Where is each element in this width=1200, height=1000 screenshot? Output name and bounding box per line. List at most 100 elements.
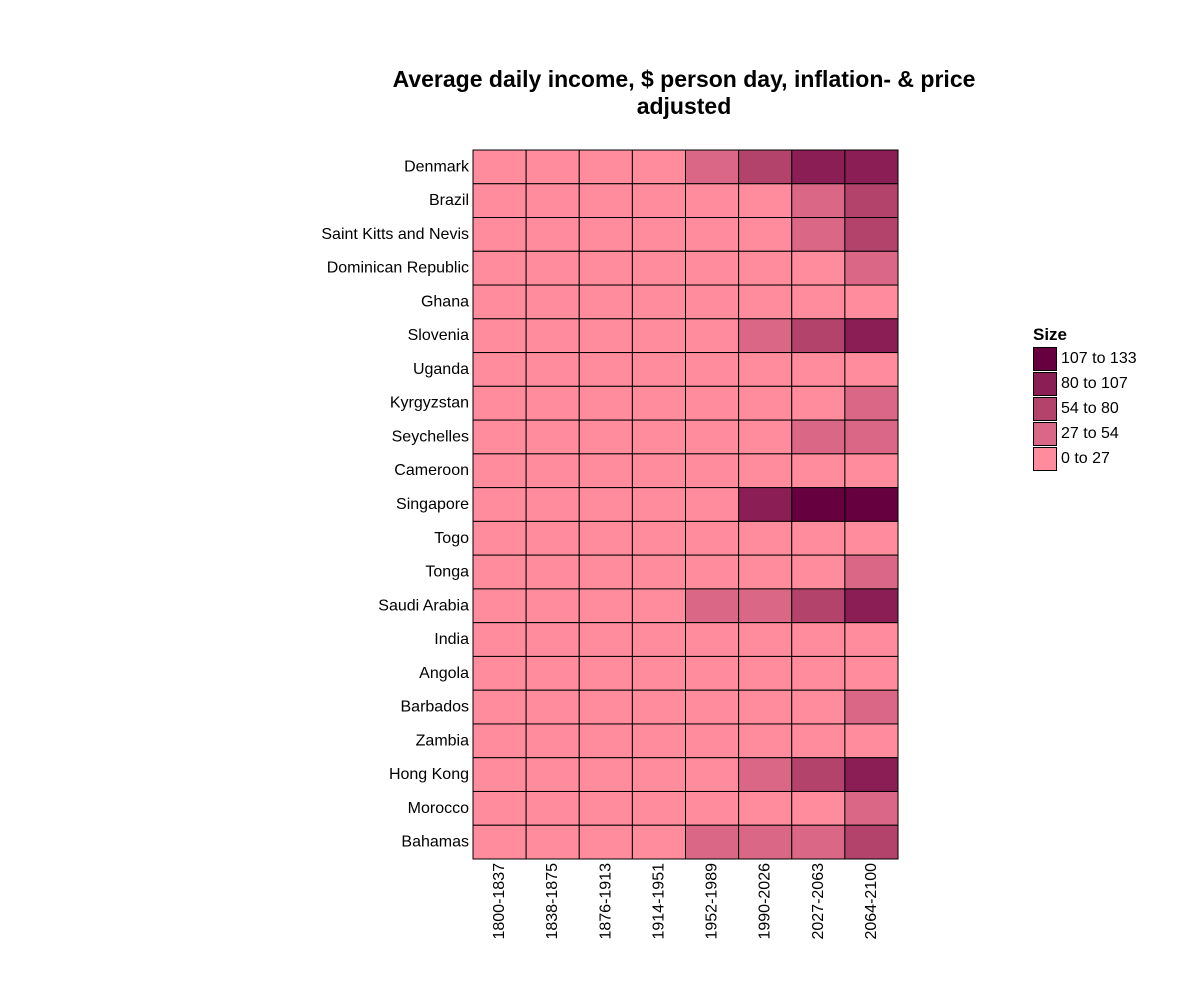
heatmap-cell-8-2 bbox=[578, 419, 633, 455]
heatmap-cell-8-6 bbox=[791, 419, 846, 455]
heatmap-cell-4-6 bbox=[791, 284, 846, 320]
heatmap-cell-9-5 bbox=[738, 453, 793, 489]
heatmap-cell-3-2 bbox=[578, 250, 633, 286]
heatmap-cell-12-2 bbox=[578, 554, 633, 590]
heatmap-cell-16-2 bbox=[578, 689, 633, 725]
heatmap-cell-15-5 bbox=[738, 655, 793, 691]
heatmap-cell-7-6 bbox=[791, 385, 846, 421]
heatmap-cell-14-1 bbox=[525, 622, 580, 657]
heatmap-cell-10-0 bbox=[472, 487, 527, 522]
heatmap-cell-13-1 bbox=[525, 588, 580, 624]
chart-title-line-2: adjusted bbox=[636, 93, 732, 119]
heatmap-cell-6-3 bbox=[631, 352, 687, 387]
x-tick-label: 1800-1837 bbox=[491, 863, 508, 940]
x-tick-label: 2027-2063 bbox=[810, 863, 827, 940]
legend-swatch bbox=[1033, 346, 1057, 371]
heatmap-cell-17-1 bbox=[525, 723, 580, 759]
heatmap-cell-14-5 bbox=[738, 622, 793, 657]
heatmap-cell-3-3 bbox=[631, 250, 687, 286]
heatmap-cell-13-4 bbox=[685, 588, 740, 624]
heatmap-cell-16-6 bbox=[791, 689, 846, 725]
heatmap-cell-2-0 bbox=[472, 217, 527, 252]
heatmap-cell-17-7 bbox=[844, 723, 899, 759]
legend-swatch bbox=[1033, 421, 1057, 446]
heatmap-cell-16-1 bbox=[525, 689, 580, 725]
heatmap-cell-11-2 bbox=[578, 520, 633, 556]
heatmap-cell-6-5 bbox=[738, 352, 793, 387]
heatmap-cell-10-7 bbox=[844, 487, 899, 522]
heatmap-cell-4-2 bbox=[578, 284, 633, 320]
heatmap-cell-20-0 bbox=[472, 824, 527, 860]
heatmap-cell-12-1 bbox=[525, 554, 580, 590]
heatmap-cell-0-1 bbox=[525, 149, 580, 185]
heatmap-cell-16-5 bbox=[738, 689, 793, 725]
heatmap-cell-10-5 bbox=[738, 487, 793, 522]
heatmap-cell-12-0 bbox=[472, 554, 527, 590]
heatmap-cell-5-4 bbox=[685, 318, 740, 354]
heatmap-cell-20-1 bbox=[525, 824, 580, 860]
heatmap-cell-1-3 bbox=[631, 183, 687, 219]
heatmap-cell-17-6 bbox=[791, 723, 846, 759]
heatmap-cell-9-2 bbox=[578, 453, 633, 489]
heatmap-cell-8-4 bbox=[685, 419, 740, 455]
heatmap-cell-2-5 bbox=[738, 217, 793, 252]
heatmap-cell-18-1 bbox=[525, 757, 580, 792]
heatmap-cell-15-3 bbox=[631, 655, 687, 691]
heatmap-cell-11-0 bbox=[472, 520, 527, 556]
legend-swatch bbox=[1033, 396, 1057, 421]
heatmap-cell-8-1 bbox=[525, 419, 580, 455]
heatmap-cell-20-6 bbox=[791, 824, 846, 860]
x-tick-label: 2064-2100 bbox=[863, 863, 880, 940]
x-tick-label: 1990-2026 bbox=[757, 863, 774, 940]
heatmap-cell-2-1 bbox=[525, 217, 580, 252]
heatmap-cell-4-4 bbox=[685, 284, 740, 320]
heatmap-cell-8-5 bbox=[738, 419, 793, 455]
heatmap-cell-11-4 bbox=[685, 520, 740, 556]
chart-title-line-1: Average daily income, $ person day, infl… bbox=[392, 66, 976, 92]
heatmap-cell-5-5 bbox=[738, 318, 793, 354]
legend: 107 to 133 80 to 107 54 to 80 27 to 54 0 to … bbox=[1033, 346, 1137, 471]
legend-item: 0 to 27 bbox=[1033, 446, 1137, 471]
heatmap-cell-11-6 bbox=[791, 520, 846, 556]
heatmap-cell-17-2 bbox=[578, 723, 633, 759]
heatmap-cell-7-7 bbox=[844, 385, 899, 421]
y-tick-label: Zambia bbox=[416, 732, 469, 749]
y-tick-label: Bahamas bbox=[401, 834, 469, 851]
heatmap-cell-3-7 bbox=[844, 250, 899, 286]
y-tick-label: Slovenia bbox=[408, 327, 469, 344]
heatmap-cell-13-6 bbox=[791, 588, 846, 624]
heatmap-cell-17-5 bbox=[738, 723, 793, 759]
heatmap-cell-1-1 bbox=[525, 183, 580, 219]
heatmap-cell-14-6 bbox=[791, 622, 846, 657]
heatmap-cell-10-1 bbox=[525, 487, 580, 522]
heatmap-cell-14-4 bbox=[685, 622, 740, 657]
heatmap-cell-12-5 bbox=[738, 554, 793, 590]
heatmap-cell-5-2 bbox=[578, 318, 633, 354]
heatmap-cell-1-2 bbox=[578, 183, 633, 219]
heatmap-cell-18-5 bbox=[738, 757, 793, 792]
heatmap-cell-11-7 bbox=[844, 520, 899, 556]
heatmap-cell-1-6 bbox=[791, 183, 846, 219]
heatmap-cell-14-2 bbox=[578, 622, 633, 657]
heatmap-cell-7-2 bbox=[578, 385, 633, 421]
y-tick-label: Barbados bbox=[401, 699, 470, 716]
heatmap-cell-2-3 bbox=[631, 217, 687, 252]
heatmap-cell-6-6 bbox=[791, 352, 846, 387]
heatmap-cell-18-4 bbox=[685, 757, 740, 792]
heatmap-cell-8-3 bbox=[631, 419, 687, 455]
y-tick-label: Hong Kong bbox=[389, 766, 469, 783]
heatmap-cell-0-4 bbox=[685, 149, 740, 185]
heatmap-cell-8-0 bbox=[472, 419, 527, 455]
y-tick-label: India bbox=[434, 631, 469, 648]
legend-title: Size bbox=[1033, 325, 1068, 344]
heatmap-cell-7-4 bbox=[685, 385, 740, 421]
heatmap-cell-19-3 bbox=[631, 790, 687, 826]
heatmap-cell-18-2 bbox=[578, 757, 633, 792]
heatmap-cell-9-0 bbox=[472, 453, 527, 489]
y-tick-label: Saudi Arabia bbox=[378, 597, 469, 614]
heatmap-cell-5-3 bbox=[631, 318, 687, 354]
heatmap-cell-14-3 bbox=[631, 622, 687, 657]
x-tick-label: 1914-1951 bbox=[650, 863, 667, 940]
heatmap-cell-11-1 bbox=[525, 520, 580, 556]
